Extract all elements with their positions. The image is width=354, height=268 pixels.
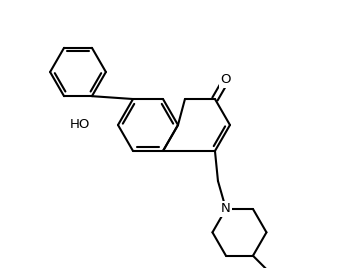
Text: N: N <box>221 203 231 215</box>
Text: O: O <box>221 73 231 87</box>
Text: HO: HO <box>70 118 90 132</box>
